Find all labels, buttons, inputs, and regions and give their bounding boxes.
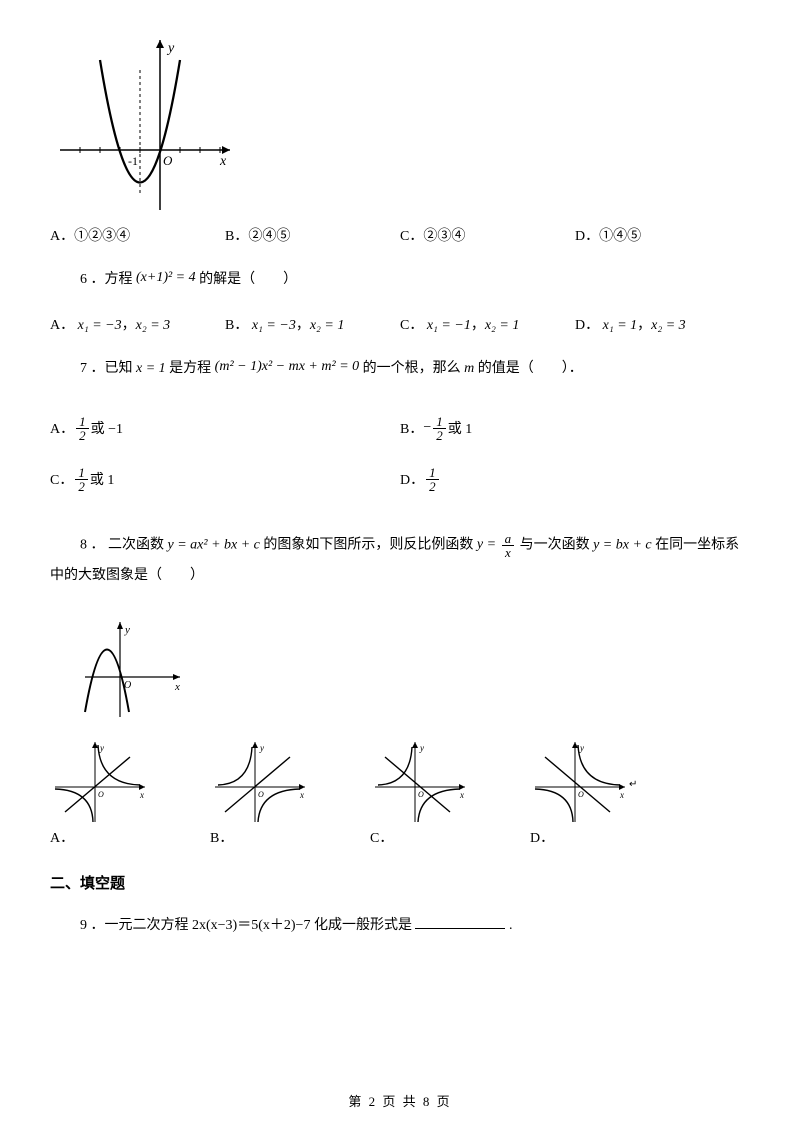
svg-text:y: y [419, 743, 424, 753]
q8-stem: 8 ． 二次函数 y = ax² + bx + c 的图象如下图所示，则反比例函… [50, 530, 750, 592]
q6-opt-d: D． x₁ = 1，x₂ = 3 [575, 314, 750, 334]
svg-text:↵: ↵ [629, 779, 637, 790]
q7-cond: x = 1 [136, 361, 166, 376]
y-axis-label: y [166, 41, 175, 56]
svg-text:O: O [578, 790, 584, 799]
q7-prefix: 7 ．已知 [80, 361, 133, 376]
parabola-graph: y x -1 O [50, 30, 240, 210]
fraction-icon: 12 [426, 466, 439, 493]
q9-blank [415, 915, 505, 929]
q9-period: . [509, 918, 513, 933]
q8-opt-b: yxO B． [210, 737, 360, 847]
svg-text:y: y [124, 624, 130, 636]
fraction-icon: 12 [433, 415, 446, 442]
q5-opt-d: D．①④⑤ [575, 225, 750, 245]
q8-main-graph: y x O [80, 617, 750, 722]
vertex-x-label: -1 [128, 154, 138, 168]
opt-a-graph: y x O [50, 737, 150, 827]
svg-text:O: O [418, 790, 424, 799]
q7-suffix: 的一个根，那么 [363, 361, 461, 376]
svg-text:x: x [174, 681, 180, 693]
page-footer: 第 2 页 共 8 页 [0, 1091, 800, 1110]
q7-var: m [464, 361, 474, 376]
section-2-title: 二、填空题 [50, 872, 750, 893]
q5-opt-c: C．②③④ [400, 225, 575, 245]
q6-opt-a: A． x₁ = −3，x₂ = 3 [50, 314, 225, 334]
q6-opt-b: B． x₁ = −3，x₂ = 1 [225, 314, 400, 334]
origin-label: O [163, 153, 173, 168]
q7-opt-d: D． 12 [400, 466, 750, 493]
fraction-icon: ax [502, 532, 515, 559]
svg-text:x: x [299, 790, 304, 800]
q7-opt-c: C． 12 或 1 [50, 466, 400, 493]
q9-text: 9 ．一元二次方程 2x(x−3)＝5(x＋2)−7 化成一般形式是 [80, 918, 412, 933]
q5-graph-container: y x -1 O [50, 30, 750, 210]
q8-opt-c: yxO C． [370, 737, 520, 847]
svg-text:x: x [619, 790, 624, 800]
svg-text:O: O [98, 790, 104, 799]
x-axis-label: x [219, 154, 227, 169]
q7-opt-a: A． 12 或 −1 [50, 415, 400, 442]
q8-options: yxO A． yxO B． yxO C． [50, 737, 750, 847]
q6-suffix: 的解是（ ） [199, 272, 297, 287]
fraction-icon: 12 [76, 415, 89, 442]
svg-text:y: y [579, 743, 584, 753]
opt-d-graph: y x O ↵ [530, 737, 640, 827]
svg-text:x: x [459, 790, 464, 800]
q7-options: A． 12 或 −1 B． − 12 或 1 C． 12 或 1 D． 12 [50, 403, 750, 505]
q6-opt-c: C． x₁ = −1，x₂ = 1 [400, 314, 575, 334]
svg-text:O: O [124, 680, 131, 691]
q5-opt-b: B．②④⑤ [225, 225, 400, 245]
q5-opt-a: A．①②③④ [50, 225, 225, 245]
q7-stem: 7 ．已知 x = 1 是方程 (m² − 1)x² − mx + m² = 0… [50, 352, 750, 385]
q6-options: A． x₁ = −3，x₂ = 3 B． x₁ = −3，x₂ = 1 C． x… [50, 314, 750, 334]
svg-text:y: y [99, 743, 104, 753]
svg-text:y: y [259, 743, 264, 753]
opt-b-graph: y x O [210, 737, 310, 827]
q6-stem: 6 ．方程 (x+1)² = 4 的解是（ ） [50, 263, 750, 296]
parabola-down-graph: y x O [80, 617, 190, 722]
svg-text:x: x [139, 790, 144, 800]
q7-tail: 的值是（ ）． [478, 361, 583, 376]
q7-expr: (m² − 1)x² − mx + m² = 0 [215, 359, 359, 374]
q8-opt-d: yxO ↵ D． [530, 737, 680, 847]
q7-opt-b: B． − 12 或 1 [400, 415, 750, 442]
svg-text:O: O [258, 790, 264, 799]
fraction-icon: 12 [75, 466, 88, 493]
q6-expr: (x+1)² = 4 [136, 270, 196, 285]
q8-opt-a: yxO A． [50, 737, 200, 847]
q7-mid: 是方程 [169, 361, 211, 376]
q5-options: A．①②③④ B．②④⑤ C．②③④ D．①④⑤ [50, 225, 750, 245]
q6-prefix: 6 ．方程 [80, 272, 133, 287]
q9: 9 ．一元二次方程 2x(x−3)＝5(x＋2)−7 化成一般形式是 . [50, 911, 750, 942]
opt-c-graph: y x O [370, 737, 470, 827]
